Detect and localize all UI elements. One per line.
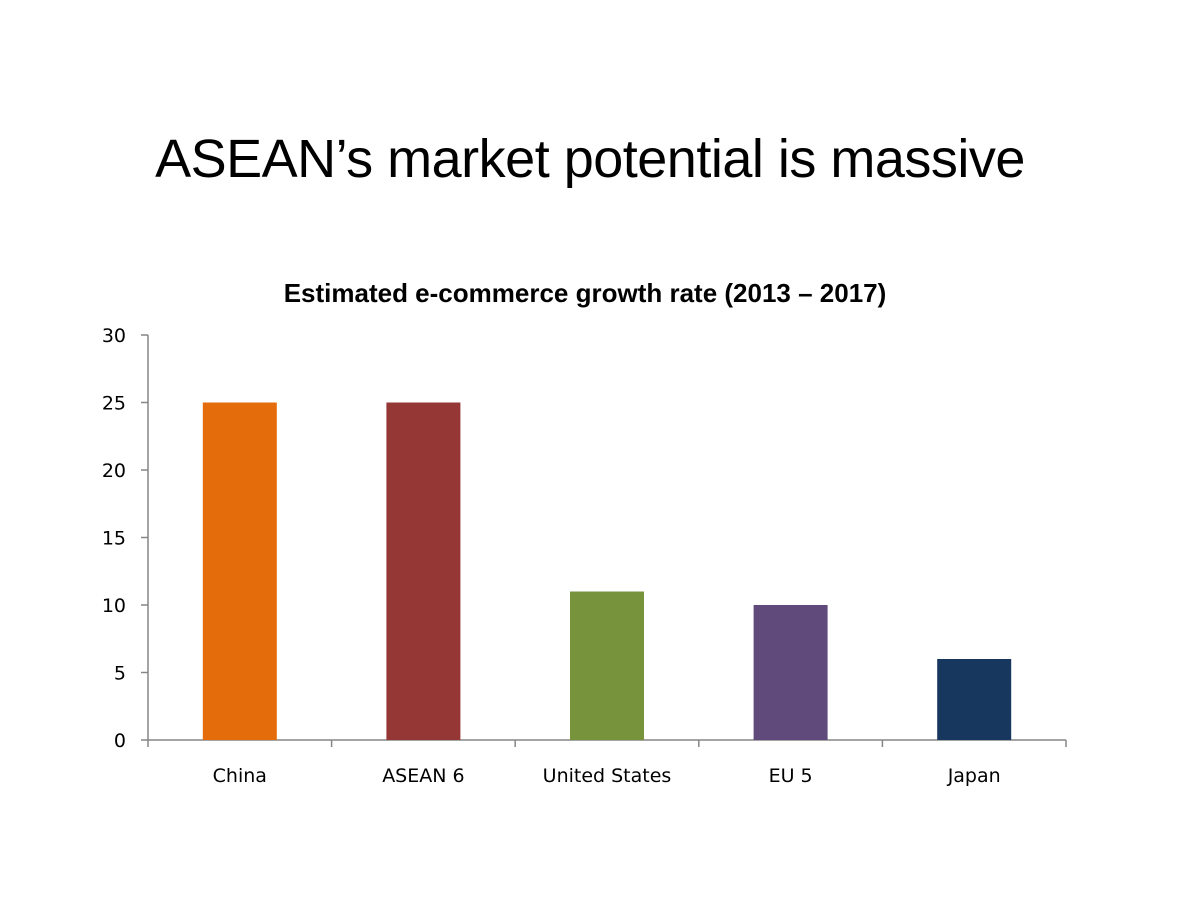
chart-title: Estimated e-commerce growth rate (2013 –… (283, 278, 887, 308)
x-tick-label: Japan (947, 765, 1001, 787)
bar-united-states (570, 591, 644, 740)
y-tick-label: 20 (102, 460, 126, 482)
y-tick-label: 10 (102, 595, 126, 617)
bar-japan (937, 659, 1012, 740)
x-tick-label: China (213, 765, 267, 787)
x-tick-label: ASEAN 6 (382, 765, 464, 787)
x-tick-label: EU 5 (769, 765, 813, 787)
y-tick-label: 25 (102, 393, 126, 415)
y-tick-label: 15 (102, 528, 126, 550)
x-axis: China ASEAN 6 United States EU 5 Japan (147, 739, 1067, 787)
bar-asean-6 (386, 402, 461, 740)
y-tick-label: 30 (102, 325, 126, 347)
x-tick-label: United States (543, 765, 672, 787)
bar-china (202, 402, 277, 740)
y-tick-label: 5 (114, 663, 126, 685)
y-tick-label: 0 (114, 730, 126, 752)
y-axis: 0 5 10 15 20 25 30 (102, 325, 149, 752)
bar-eu-5 (753, 605, 828, 740)
bars (202, 402, 1012, 740)
slide-title: ASEAN’s market potential is massive (155, 129, 1025, 189)
